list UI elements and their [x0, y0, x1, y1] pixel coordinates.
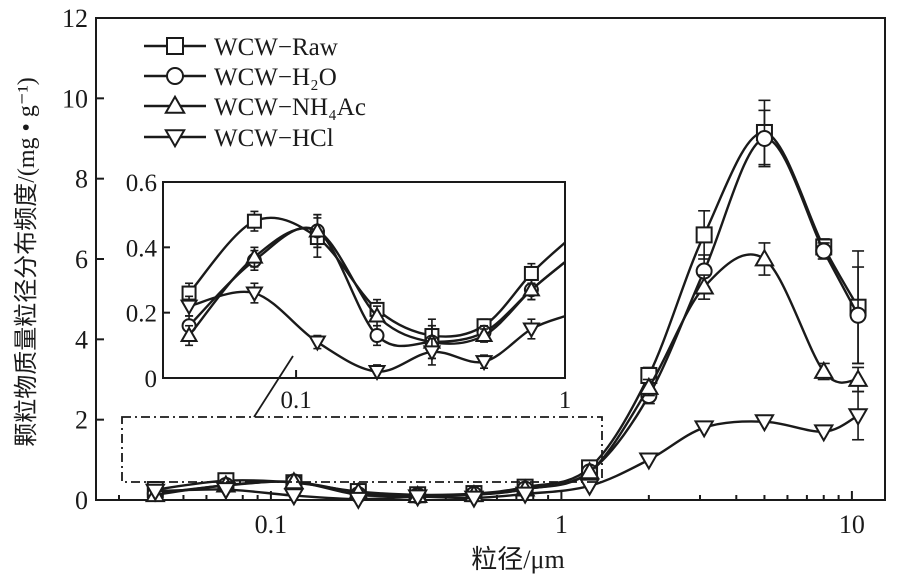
triangle-down-marker — [463, 490, 485, 509]
inset-triangle-down-marker — [308, 335, 327, 352]
x-tick-label: 0.1 — [255, 510, 288, 539]
triangle-down-marker — [638, 452, 660, 471]
inset-x-tick-label: 0.1 — [280, 387, 311, 414]
y-tick-label: 4 — [75, 325, 88, 354]
legend-triangle-down-marker — [164, 129, 186, 149]
triangle-up-marker — [813, 360, 835, 379]
triangle-down-marker — [813, 424, 835, 443]
inset-y-tick-label: 0 — [145, 366, 158, 393]
inset-triangle-down-marker — [522, 322, 541, 339]
triangle-up-marker — [638, 376, 660, 395]
triangle-up-marker — [693, 276, 715, 295]
triangle-down-marker — [754, 414, 775, 433]
y-tick-label: 8 — [75, 165, 88, 194]
inset-y-tick-label: 0.4 — [126, 235, 158, 262]
inset-y-tick-label: 0.6 — [126, 170, 157, 197]
legend-label: WCW−HCl — [214, 125, 334, 152]
legend-circle-marker — [166, 67, 184, 85]
legend-label: WCW−H₂O — [214, 64, 337, 91]
legend-label: WCW−Raw — [214, 34, 338, 61]
legend: WCW−Raw WCW−H₂O WCW−NH₄Ac WCW−HCl — [144, 34, 366, 152]
triangle-up-marker — [579, 461, 600, 480]
series-line — [155, 414, 859, 501]
triangle-down-marker — [347, 491, 369, 510]
legend-label: WCW−NH₄Ac — [214, 94, 366, 121]
inset-chart: 0 0.2 0.4 0.6 0.1 1 — [126, 170, 572, 414]
square-marker — [695, 226, 713, 244]
triangle-up-marker — [754, 248, 775, 267]
legend-entry: WCW−Raw — [144, 34, 338, 61]
x-axis-label: 粒径/μm — [471, 545, 564, 574]
main-series — [144, 99, 869, 510]
triangle-down-marker — [215, 482, 237, 501]
inset-square-marker — [523, 265, 539, 281]
circle-marker — [755, 130, 773, 147]
inset-series-triangle-down — [179, 282, 565, 381]
y-axis-label: 颗粒物质量粒径分布频度/(mg • g⁻¹) — [13, 77, 40, 447]
triangle-down-marker — [144, 483, 166, 502]
y-tick-label: 6 — [75, 245, 88, 274]
inset-circle-marker — [369, 328, 385, 344]
triangle-up-marker — [847, 368, 869, 387]
legend-entry: WCW−HCl — [144, 125, 334, 152]
x-tick-label: 10 — [839, 510, 865, 539]
circle-marker — [815, 242, 833, 260]
inset-triangle-down-marker — [474, 355, 494, 372]
triangle-down-marker — [283, 488, 305, 507]
inset-triangle-up-marker — [474, 326, 494, 343]
inset-triangle-up-marker — [308, 221, 327, 238]
y-tick-label: 0 — [75, 486, 88, 515]
y-tick-label: 2 — [75, 406, 88, 435]
legend-entry: WCW−NH₄Ac — [144, 94, 366, 121]
zoom-pointer — [253, 355, 294, 418]
inset-triangle-up-marker — [245, 247, 264, 264]
inset-x-tick-label: 1 — [559, 387, 572, 414]
inset-triangle-up-marker — [522, 280, 541, 297]
inset-triangle-down-marker — [179, 299, 199, 316]
inset-frame — [162, 181, 566, 379]
circle-marker — [849, 306, 867, 324]
legend-triangle-up-marker — [164, 94, 186, 114]
triangle-down-marker — [407, 489, 428, 508]
zoom-region — [121, 416, 603, 483]
inset-triangle-up-marker — [367, 306, 387, 323]
series-triangle-down — [144, 390, 869, 510]
triangle-down-marker — [693, 420, 715, 439]
inset-triangle-up-marker — [179, 326, 199, 343]
zoom-indicator — [121, 355, 603, 483]
legend-entry: WCW−H₂O — [144, 64, 337, 91]
inset-triangle-down-marker — [245, 286, 264, 303]
inset-triangle-down-marker — [422, 345, 442, 362]
inset-square-marker — [246, 213, 262, 229]
inset-triangle-down-marker — [367, 364, 387, 381]
legend-square-marker — [166, 37, 184, 55]
y-tick-label: 12 — [62, 4, 88, 33]
triangle-down-marker — [579, 478, 600, 497]
inset-y-tick-label: 0.2 — [126, 301, 157, 328]
triangle-down-marker — [514, 486, 536, 505]
triangle-down-marker — [847, 408, 869, 427]
x-tick-label: 1 — [555, 510, 568, 539]
inset-series-triangle-up — [179, 213, 565, 360]
y-tick-label: 10 — [62, 84, 88, 113]
